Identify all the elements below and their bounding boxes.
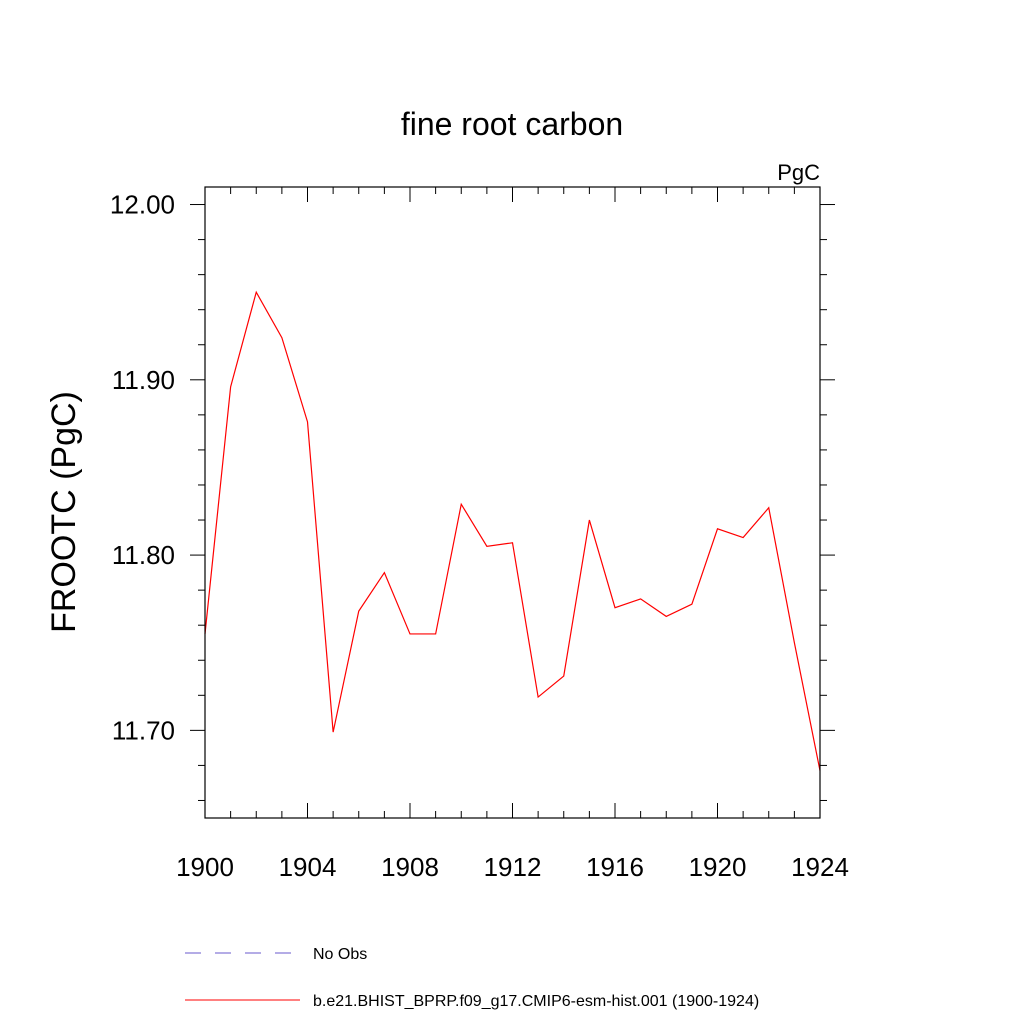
plot-frame [204,186,821,819]
legend: No Obs b.e21.BHIST_BPRP.f09_g17.CMIP6-es… [185,946,759,1010]
chart-title: fine root carbon [401,106,623,142]
y-tick-label: 11.70 [112,715,175,745]
y-axis-label: FROOTC (PgC) [45,391,83,633]
x-tick-label: 1916 [586,852,644,882]
y-tick-label: 11.80 [112,540,175,570]
x-tick-label: 1908 [381,852,439,882]
axis-ticks: 1900 1904 1908 1912 1916 1920 1924 11.70 11.80 11… [110,187,849,882]
legend-label-model-run: b.e21.BHIST_BPRP.f09_g17.CMIP6-esm-hist.… [313,993,759,1010]
x-tick-label: 1912 [484,852,542,882]
x-tick-label: 1924 [791,852,849,882]
series-lines [204,290,821,771]
units-label: PgC [777,160,820,185]
y-tick-label: 12.00 [110,190,175,220]
legend-label-no-obs: No Obs [313,946,367,963]
y-tick-label: 11.90 [112,365,175,395]
series-line-1 [204,290,821,771]
x-tick-label: 1904 [279,852,337,882]
x-tick-label: 1920 [689,852,747,882]
x-tick-label: 1900 [176,852,234,882]
